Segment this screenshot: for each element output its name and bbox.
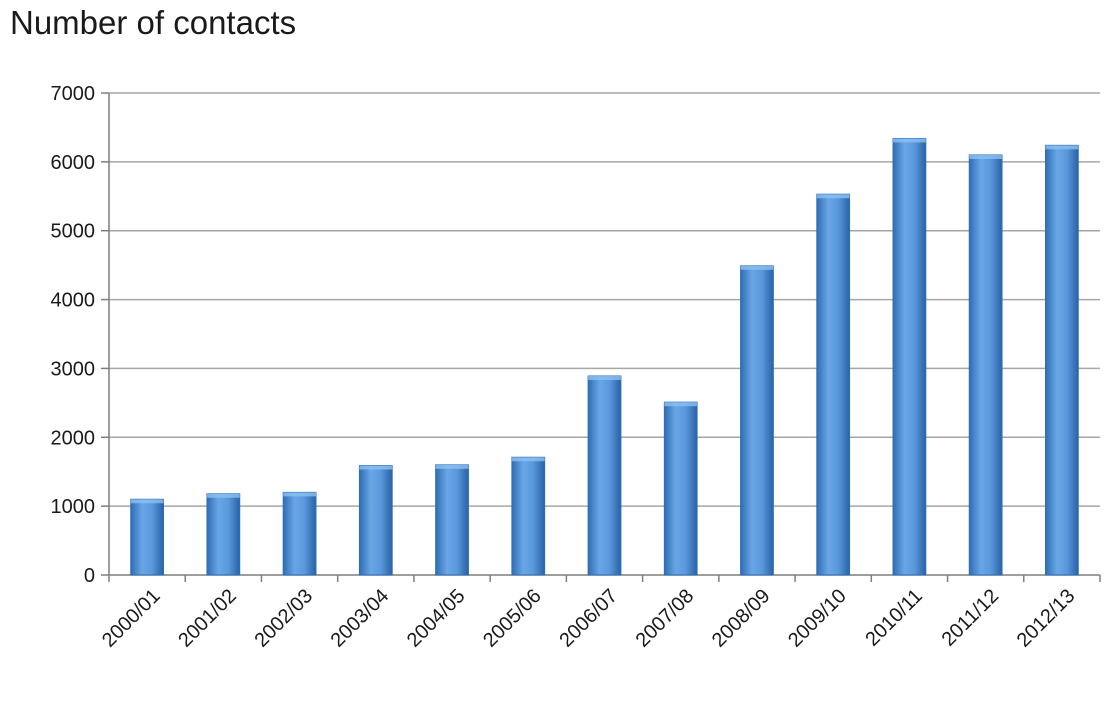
bar-cap	[969, 154, 1003, 159]
bar-cap	[511, 457, 545, 462]
bar-2005-06	[511, 456, 546, 576]
x-tick-label: 2009/10	[784, 585, 851, 652]
bar-2002-03	[282, 491, 317, 576]
x-tick-label: 2003/04	[327, 585, 394, 652]
bar-cap	[588, 376, 621, 381]
x-tick-label: 2007/08	[632, 585, 699, 652]
x-tick-label: 2006/07	[555, 585, 622, 652]
bar-2010-11	[892, 137, 927, 576]
bar-cap	[664, 402, 698, 407]
x-tick-label: 2005/06	[479, 585, 546, 652]
y-tick-labels: 0 1000 2000 3000 4000 5000 6000 7000	[51, 83, 96, 587]
y-tick-label: 1000	[51, 496, 96, 518]
bar-2011-12	[968, 154, 1003, 576]
y-tick-label: 5000	[51, 221, 96, 243]
bar-cap	[359, 465, 393, 470]
x-tick-label: 2012/13	[1013, 585, 1080, 652]
bar-cap	[206, 493, 240, 498]
x-tick-label: 2001/02	[174, 585, 241, 652]
x-tick-label: 2008/09	[708, 585, 775, 652]
bar-cap	[893, 138, 926, 143]
bar-cap	[435, 464, 469, 469]
x-tick-labels: 2000/01 2001/02 2002/03 2003/04 2004/05 2005/…	[98, 585, 1079, 652]
x-tick-label: 2000/01	[98, 585, 165, 652]
bar-2012-13	[1044, 144, 1079, 576]
bar-2008-09	[740, 265, 774, 576]
bar-2004-05	[435, 464, 469, 576]
x-tick-label: 2002/03	[250, 585, 317, 652]
x-tick-label: 2004/05	[403, 585, 470, 652]
y-tick-label: 3000	[51, 358, 96, 380]
bar-2007-08	[663, 401, 698, 576]
chart-title: Number of contacts	[10, 4, 297, 41]
bar-cap	[740, 265, 774, 270]
y-tick-label: 6000	[51, 152, 96, 174]
x-tick-label: 2010/11	[861, 585, 927, 651]
y-tick-label: 4000	[51, 290, 96, 312]
bars	[130, 137, 1079, 576]
bar-2006-07	[587, 375, 622, 576]
bar-cap	[1045, 145, 1079, 150]
x-tick-label: 2011/12	[938, 585, 1004, 651]
bar-2001-02	[206, 493, 241, 576]
bar-2000-01	[130, 498, 165, 576]
bar-cap	[283, 492, 316, 497]
y-tick-label: 0	[84, 565, 95, 587]
bar-2009-10	[816, 193, 851, 576]
bar-cap	[130, 499, 164, 504]
bar-cap	[816, 194, 850, 199]
y-tick-label: 2000	[51, 427, 96, 449]
bar-2003-04	[358, 465, 393, 576]
y-tick-label: 7000	[51, 83, 96, 105]
